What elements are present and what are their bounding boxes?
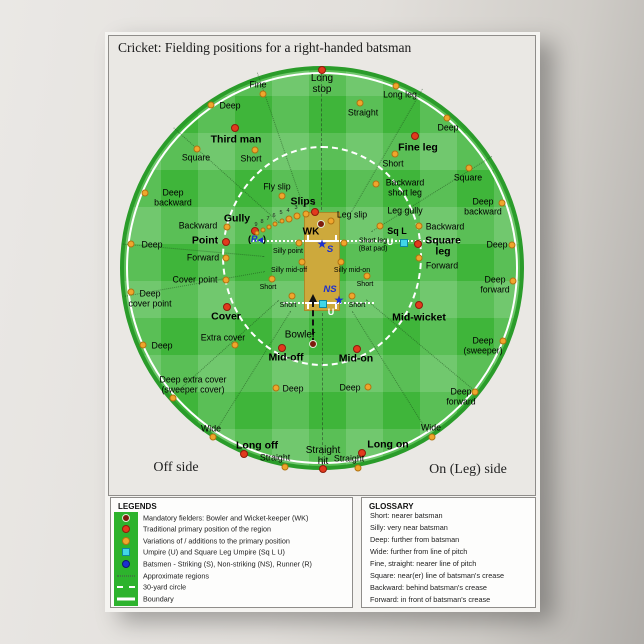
legend-item-text: Mandatory fielders: Bowler and Wicket-ke… <box>143 513 309 522</box>
poster-title: Cricket: Fielding positions for a right-… <box>118 40 412 55</box>
legend-item-text: Approximate regions <box>143 571 209 580</box>
glossary-item: Silly: very near batsman <box>370 523 448 532</box>
legend-item: Umpire (U) and Square Leg Umpire (Sq L U… <box>111 547 352 558</box>
glossary-item: Backward: behind batsman's crease <box>370 583 487 592</box>
glossary-item: Square: near(er) line of batsman's creas… <box>370 571 505 580</box>
legend-item-text: Traditional primary position of the regi… <box>143 524 271 534</box>
variation-legend-symbol <box>122 536 130 545</box>
legend-item: Approximate regions <box>111 570 352 581</box>
glossary-panel: GLOSSARY Short: nearer batsman Silly: ver… <box>361 497 536 608</box>
glossary-item: Wide: further from line of pitch <box>370 547 468 556</box>
primary-legend-symbol <box>122 525 130 534</box>
poster: Cricket: Fielding positions for a right-… <box>105 32 540 612</box>
dashed-legend-symbol <box>117 586 135 589</box>
glossary-item: Short: nearer batsman <box>370 511 443 520</box>
legend-item: 30-yard circle <box>111 582 352 593</box>
legend-item-text: Batsmen - Striking (S), Non-striking (NS… <box>143 559 312 569</box>
legend-item-text: Umpire (U) and Square Leg Umpire (Sq L U… <box>143 547 285 557</box>
legend-item-text: 30-yard circle <box>143 582 187 592</box>
legend-title: LEGENDS <box>118 502 157 511</box>
legend-item: Boundary <box>111 593 352 604</box>
mandatory-legend-symbol <box>122 513 130 522</box>
glossary-title: GLOSSARY <box>369 502 414 511</box>
batsman-legend-symbol <box>122 559 130 568</box>
glossary-item: Forward: in front of batsman's crease <box>370 595 491 604</box>
legend-item: Traditional primary position of the regi… <box>111 524 352 535</box>
glossary-item: Fine, straight: nearer line of pitch <box>370 559 477 568</box>
regions-legend-symbol <box>117 575 135 576</box>
legend-item: Mandatory fielders: Bowler and Wicket-ke… <box>111 512 352 523</box>
umpire-legend-symbol <box>122 548 130 557</box>
field-diagram-panel: Cricket: Fielding positions for a right-… <box>108 35 536 496</box>
legend-item-text: Boundary <box>143 594 174 604</box>
legend-item: Batsmen - Striking (S), Non-striking (NS… <box>111 558 352 569</box>
glossary-item: Deep: further from batsman <box>370 535 460 544</box>
legend-panel: LEGENDS Mandatory fielders: Bowler and W… <box>110 497 353 608</box>
legend-item: Variations of / additions to the primary… <box>111 535 352 546</box>
legend-item-text: Variations of / additions to the primary… <box>143 536 290 546</box>
solid-legend-symbol <box>117 597 135 601</box>
